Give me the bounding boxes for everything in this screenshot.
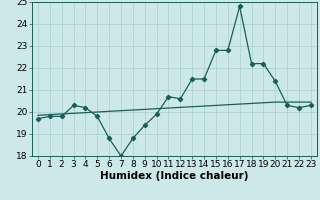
X-axis label: Humidex (Indice chaleur): Humidex (Indice chaleur) <box>100 171 249 181</box>
